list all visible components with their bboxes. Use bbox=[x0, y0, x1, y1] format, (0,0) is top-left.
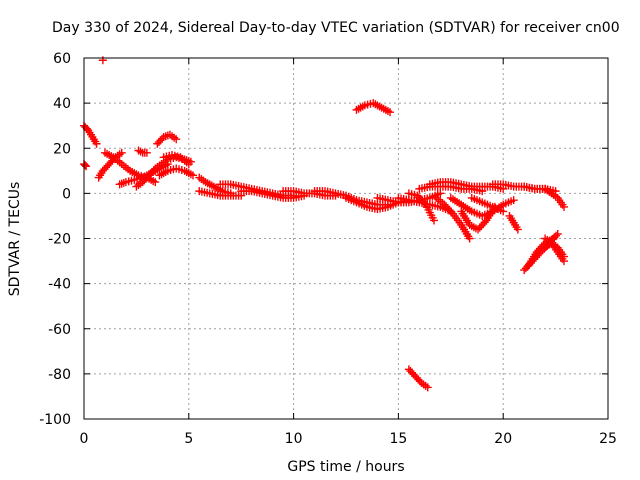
data-points bbox=[80, 56, 568, 392]
data-point bbox=[92, 139, 101, 148]
data-point bbox=[541, 184, 550, 193]
series-arc-29 bbox=[467, 193, 508, 216]
series-arc-12 bbox=[195, 173, 235, 198]
data-point bbox=[553, 229, 562, 238]
data-point bbox=[386, 108, 395, 117]
series-arc-08 bbox=[134, 146, 151, 157]
series-arc-09 bbox=[153, 130, 181, 148]
y-tick-label: 20 bbox=[53, 141, 71, 157]
data-point bbox=[184, 160, 193, 169]
data-point bbox=[117, 148, 126, 157]
data-point bbox=[430, 216, 439, 225]
series-arc-35 bbox=[541, 239, 568, 261]
data-point bbox=[465, 234, 474, 243]
y-tick-label: -100 bbox=[39, 412, 71, 428]
data-point bbox=[436, 189, 445, 198]
y-tick-label: 0 bbox=[62, 186, 71, 202]
series-arc-37 bbox=[520, 182, 550, 193]
y-tick-label: 40 bbox=[53, 96, 71, 112]
series-arc-11 bbox=[159, 151, 193, 169]
data-point bbox=[142, 148, 151, 157]
data-point-interp bbox=[419, 198, 428, 207]
series-arc-25 bbox=[404, 189, 439, 225]
x-tick-label: 15 bbox=[389, 431, 407, 447]
series-arc-19 bbox=[352, 99, 395, 117]
data-point bbox=[509, 196, 518, 205]
x-axis-label: GPS time / hours bbox=[287, 459, 404, 475]
y-tick-label: -80 bbox=[48, 367, 71, 383]
y-axis-label: SDTVAR / TECUs bbox=[7, 182, 23, 297]
data-point-interp bbox=[480, 218, 489, 227]
series-arc-15 bbox=[237, 187, 309, 202]
x-tick-label: 10 bbox=[285, 431, 303, 447]
data-point bbox=[188, 171, 197, 180]
series-arc-24 bbox=[425, 178, 508, 193]
data-point bbox=[559, 252, 568, 261]
series-arc-31 bbox=[505, 211, 522, 234]
series-arc-13 bbox=[195, 187, 246, 200]
data-point bbox=[559, 202, 568, 211]
grid-lines bbox=[84, 58, 608, 419]
data-point bbox=[513, 225, 522, 234]
data-point bbox=[499, 207, 508, 216]
chart-title: Day 330 of 2024, Sidereal Day-to-day VTE… bbox=[52, 20, 620, 36]
series-arc-22 bbox=[404, 365, 432, 392]
y-tick-label: -40 bbox=[48, 277, 71, 293]
x-tick-label: 0 bbox=[80, 431, 89, 447]
axis-ticks: -100 -80 -60 -40 -20 0 20 40 60 0 5 10 15 20 25 bbox=[39, 51, 617, 447]
data-point bbox=[172, 135, 181, 144]
y-tick-label: -20 bbox=[48, 232, 71, 248]
x-tick-label: 25 bbox=[599, 431, 617, 447]
series-arc-10 bbox=[155, 164, 197, 180]
series-arc-26 bbox=[432, 193, 474, 243]
x-tick-label: 5 bbox=[184, 431, 193, 447]
x-tick-label: 20 bbox=[494, 431, 512, 447]
data-point bbox=[423, 383, 432, 392]
data-point bbox=[82, 162, 91, 171]
y-tick-label: -60 bbox=[48, 322, 71, 338]
y-tick-label: 60 bbox=[53, 51, 71, 67]
data-point-interp bbox=[447, 207, 456, 216]
data-point-interp bbox=[81, 161, 90, 170]
data-point bbox=[151, 178, 160, 187]
